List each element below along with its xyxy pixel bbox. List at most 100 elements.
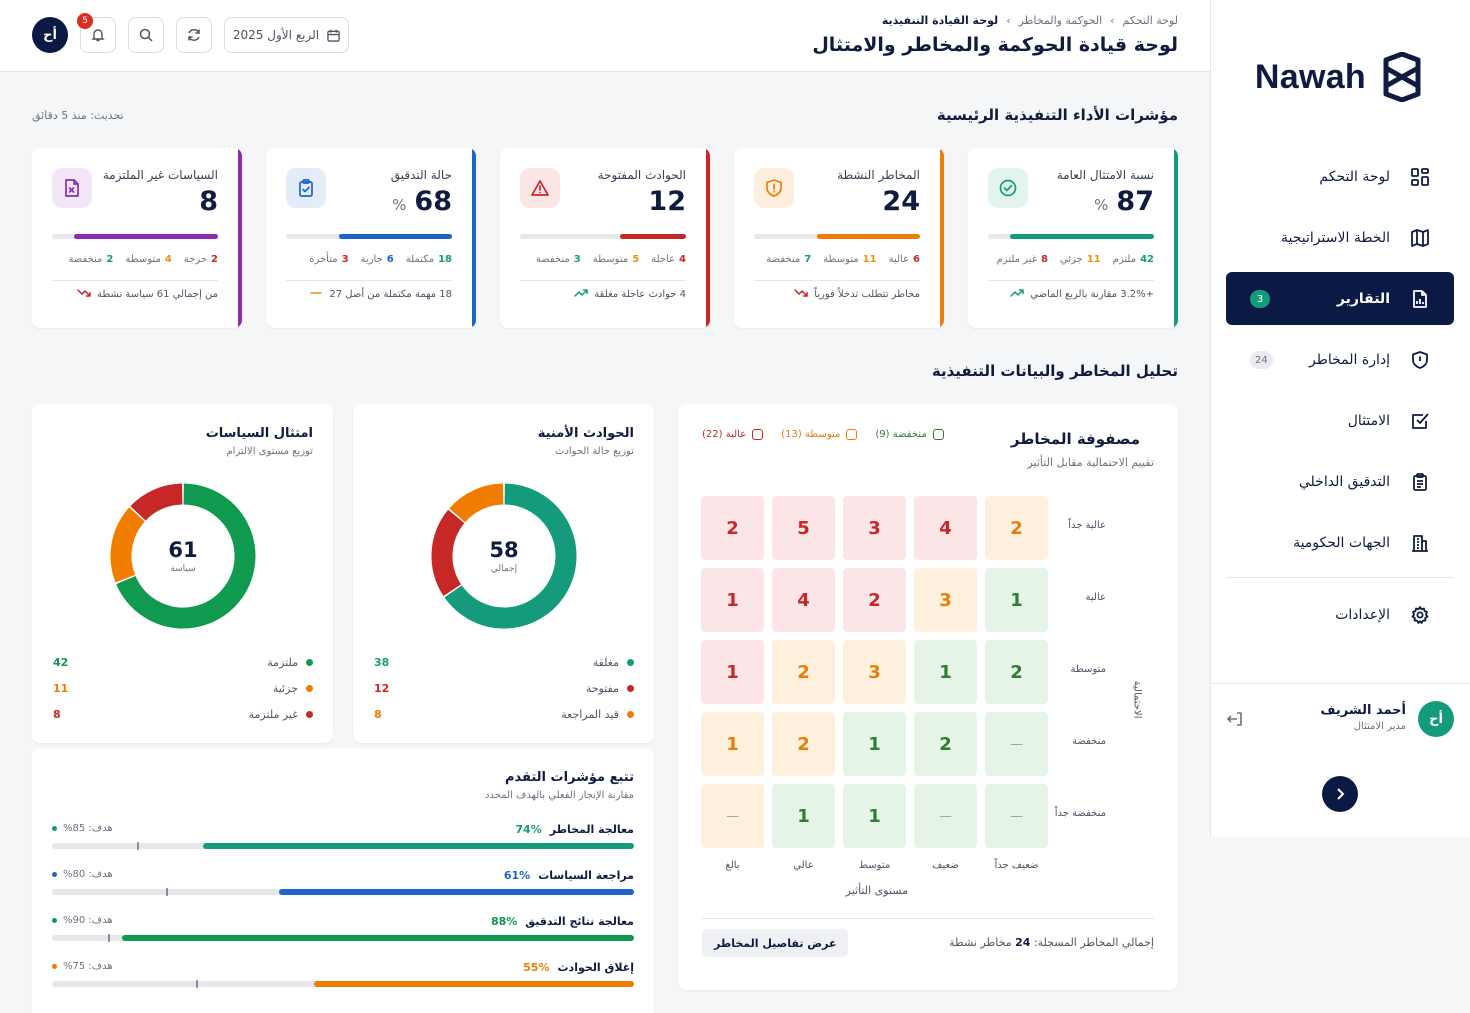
matrix-cell[interactable]: — [914,784,977,848]
matrix-cell[interactable]: 4 [914,496,977,560]
matrix-cell[interactable]: 2 [843,568,906,632]
donut-slice-0[interactable] [116,483,256,629]
sidebar-item-reports[interactable]: التقارير 3 [1226,272,1454,325]
progress-target: هدف: 90% [52,915,113,926]
kpi-audit-status[interactable]: حالة التدقيق 68% 18مكتملة 6جارية 3متأخرة 18 م… [266,148,476,328]
clipboard-list-icon [1410,472,1430,492]
sidebar-item-label: إدارة المخاطر [1309,351,1390,368]
kpi-breakdown-item: 5متوسطة [593,254,639,265]
sidebar-item-government-entities[interactable]: الجهات الحكومية [1226,516,1454,569]
incidents-total-label: إجمالي [490,564,518,574]
kpi-value-wrap: 87% [1094,186,1154,217]
search-button[interactable] [128,17,164,53]
matrix-cell[interactable]: 2 [985,496,1048,560]
chevron-right-icon [1337,788,1345,800]
matrix-cell[interactable]: 3 [914,568,977,632]
progress-target-dot [52,918,57,923]
shield-alert-icon [754,168,794,208]
checkbox-icon [1410,411,1430,431]
matrix-cell[interactable]: 1 [914,640,977,704]
matrix-cell[interactable]: — [701,784,764,848]
logout-icon[interactable] [1227,711,1243,727]
matrix-cell[interactable]: 3 [843,640,906,704]
progress-label: مراجعة السياسات [538,869,634,882]
trend-up-icon [574,287,589,302]
matrix-cell[interactable]: 2 [772,640,835,704]
trend-up-icon [1010,287,1024,302]
period-selector[interactable]: الربع الأول 2025 [224,17,349,53]
avatar: أح [1418,701,1454,737]
matrix-cell[interactable]: 1 [843,784,906,848]
kpi-breakdown-label: متأخرة [309,254,338,265]
kpi-compliance-rate[interactable]: نسبة الامتثال العامة 87% 42ملتزم 11جزئي 8غير… [968,148,1178,328]
kpi-accent-bar [940,148,944,328]
matrix-cell[interactable]: — [985,784,1048,848]
progress-actual: 88% [490,915,518,928]
view-risk-details-button[interactable]: عرض تفاصيل المخاطر [702,929,849,957]
matrix-cell[interactable]: — [985,712,1048,776]
risk-total-value: 24 [1015,936,1031,949]
avatar[interactable]: أح [32,17,68,53]
legend-swatch [932,429,944,440]
progress-target-label: هدف: 85% [63,823,113,834]
matrix-cell-value: 5 [797,517,810,539]
progress-target-marker [108,934,111,942]
kpi-value-wrap: 24 [882,186,920,217]
kpi-noncompliant-policies[interactable]: السياسات غير الملتزمة 8 2حرجة 4متوسطة 2منخفض… [32,148,242,328]
matrix-column-label: عالي [793,860,814,871]
brand-logo[interactable]: Nawah [1255,52,1422,104]
kpi-footer-text: مخاطر تتطلب تدخلاً فورياً [814,289,920,300]
kpi-open-incidents[interactable]: الحوادث المفتوحة 12 4عاجلة 5متوسطة 3منخفضة 4 … [500,148,710,328]
matrix-cell[interactable]: 1 [701,712,764,776]
sidebar-item-settings[interactable]: الإعدادات [1226,588,1454,641]
sidebar-item-dashboard[interactable]: لوحة التحكم [1226,150,1454,203]
user-profile[interactable]: أح أحمد الشريف مدير الامتثال [1211,683,1470,753]
incidents-donut-chart [431,483,577,629]
last-updated-text: تحديث: منذ 5 دقائق [32,109,124,122]
matrix-cell[interactable]: 3 [843,496,906,560]
matrix-cell[interactable]: 5 [772,496,835,560]
matrix-cell[interactable]: 1 [985,568,1048,632]
kpi-breakdown-label: متوسطة [592,254,629,265]
incidents-title: الحوادث الأمنية [537,426,634,441]
kpi-footer: 4 حوادث عاجلة مغلقة [574,287,686,302]
kpi-active-risks[interactable]: المخاطر النشطة 24 6عالية 11متوسطة 7منخفضة مخا… [734,148,944,328]
kpi-value: 24 [882,186,920,217]
sidebar-item-risk-management[interactable]: إدارة المخاطر 24 [1226,333,1454,386]
sidebar-collapse-button[interactable] [1322,776,1358,812]
refresh-button[interactable] [176,17,212,53]
matrix-cell[interactable]: 2 [772,712,835,776]
matrix-cell[interactable]: 1 [701,640,764,704]
progress-bar [52,980,634,988]
matrix-cell[interactable]: 1 [701,568,764,632]
kpi-progress-bar [52,234,218,239]
breadcrumb-item[interactable]: الحوكمة والمخاطر [1018,14,1103,27]
kpi-value: 87 [1116,186,1154,217]
kpi-breakdown-value: 18 [438,254,452,265]
donut-slice-0[interactable] [444,483,577,629]
breadcrumb-item[interactable]: لوحة التحكم [1122,14,1178,27]
donut-slice-2[interactable] [449,483,504,523]
sidebar-item-internal-audit[interactable]: التدقيق الداخلي [1226,455,1454,508]
kpi-unit: % [1094,196,1109,214]
donut-slice-1[interactable] [110,507,146,583]
matrix-cell[interactable]: 2 [701,496,764,560]
notifications-button[interactable]: 5 [77,13,116,53]
matrix-cell[interactable]: 1 [843,712,906,776]
kpi-breakdown-item: 7منخفضة [766,254,811,265]
donut-slice-2[interactable] [130,483,183,521]
progress-label-wrap: معالجة المخاطر 74% [515,823,634,836]
legend-item: مفتوحة 12 [374,680,634,696]
sidebar-item-strategy[interactable]: الخطة الاستراتيجية [1226,211,1454,264]
kpi-breakdown-label: مكتملة [405,254,435,265]
sidebar-item-label: الإعدادات [1335,606,1390,623]
matrix-cell[interactable]: 2 [985,640,1048,704]
matrix-cell[interactable]: 1 [772,784,835,848]
kpi-progress-fill [73,234,218,239]
sidebar-item-compliance[interactable]: الامتثال [1226,394,1454,447]
matrix-cell[interactable]: 2 [914,712,977,776]
donut-slice-1[interactable] [431,509,465,596]
incidents-donut: 58 إجمالي [430,482,578,630]
matrix-cell[interactable]: 4 [772,568,835,632]
progress-target-dot [52,826,57,831]
